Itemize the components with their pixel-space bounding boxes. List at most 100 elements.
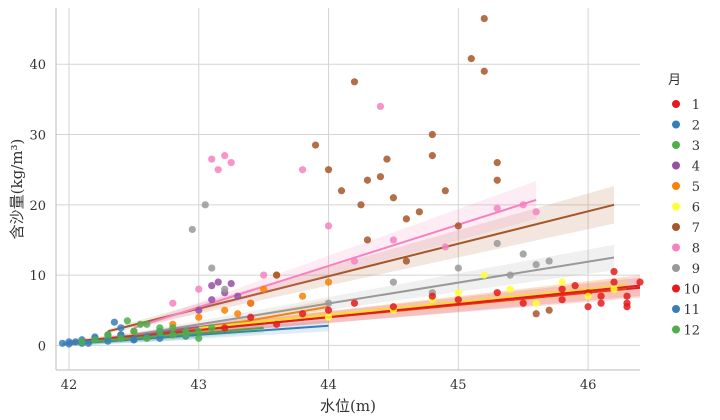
trend-confidence-band [133,244,615,337]
y-tick-label: 10 [29,269,46,284]
data-point [208,264,216,272]
grid [56,8,640,370]
data-point [389,303,398,311]
data-point [298,310,307,318]
legend-label: 4 [692,160,700,175]
data-point [532,208,540,216]
data-point [234,310,242,318]
data-point [84,339,93,347]
data-point [227,159,235,167]
data-point [493,239,501,248]
legend-marker [672,120,680,129]
data-point [584,292,592,300]
legend-marker [672,243,680,252]
y-tick-label: 40 [29,58,46,73]
data-point [350,257,359,265]
data-point [324,166,333,174]
x-tick-label: 42 [61,378,78,393]
data-point [532,299,540,307]
data-point [234,292,242,300]
data-point [376,173,385,181]
data-point [506,285,514,293]
data-point [441,187,449,195]
legend-marker [672,161,680,170]
y-tick-labels: 0 10 20 30 40 [29,58,46,354]
legend-marker [672,202,680,211]
trend-confidence-band [133,181,537,330]
data-point [104,331,112,339]
data-point [214,278,222,286]
data-point [117,324,125,332]
data-point [389,278,398,286]
legend-label: 1 [692,98,700,113]
trend-line [133,198,537,329]
data-point [441,243,449,251]
data-point [363,236,372,244]
data-point [208,324,216,332]
x-tick-labels: 42 43 44 45 46 [61,378,597,393]
data-point [78,338,86,346]
data-point [58,339,67,347]
data-point [558,285,566,293]
legend-label: 5 [692,180,700,195]
legend-label: 8 [692,242,700,257]
data-point [195,285,203,293]
data-point [623,292,631,300]
legend-marker [672,284,680,293]
data-point [493,204,501,212]
data-point [383,155,391,163]
trend-line [133,256,615,336]
data-point [389,236,398,244]
legend-marker [672,325,680,334]
data-point [480,14,488,23]
legend-marker [672,141,680,149]
data-point [389,194,398,202]
legend-label: 9 [692,262,700,277]
data-point [195,334,203,342]
data-point [247,299,255,307]
data-point [467,55,475,63]
data-point [169,299,177,307]
data-point [428,130,436,139]
data-point [519,299,527,307]
data-point [506,271,514,279]
data-point [428,292,436,300]
legend-label: 10 [683,283,700,298]
data-point [337,187,346,195]
data-point [558,296,566,304]
legend-marker [672,264,680,272]
data-point [428,152,436,160]
data-point [136,320,144,328]
data-point [188,225,196,234]
data-point [110,318,118,326]
x-tick-label: 45 [450,378,467,393]
data-point [130,336,138,344]
data-point [584,303,592,311]
data-point [415,208,423,216]
data-point [208,155,216,163]
legend-marker [672,100,680,108]
data-point [610,267,618,276]
data-point [182,331,190,339]
legend-label: 3 [692,139,700,154]
data-point [623,299,631,307]
data-point [532,310,540,318]
x-tick-label: 44 [320,378,337,393]
data-point [247,313,255,321]
data-point [156,324,164,332]
data-point [480,67,488,75]
data-point [350,78,359,86]
data-point [104,337,112,345]
x-tick-label: 46 [580,378,597,393]
data-point [402,215,410,223]
data-point [610,285,618,293]
legend-title: 月 [668,73,681,88]
data-points [58,14,644,348]
data-point [532,260,540,269]
data-point [636,278,644,286]
data-point [493,176,501,184]
data-point [195,327,203,335]
legend-label: 7 [692,221,700,236]
data-point [545,257,553,265]
